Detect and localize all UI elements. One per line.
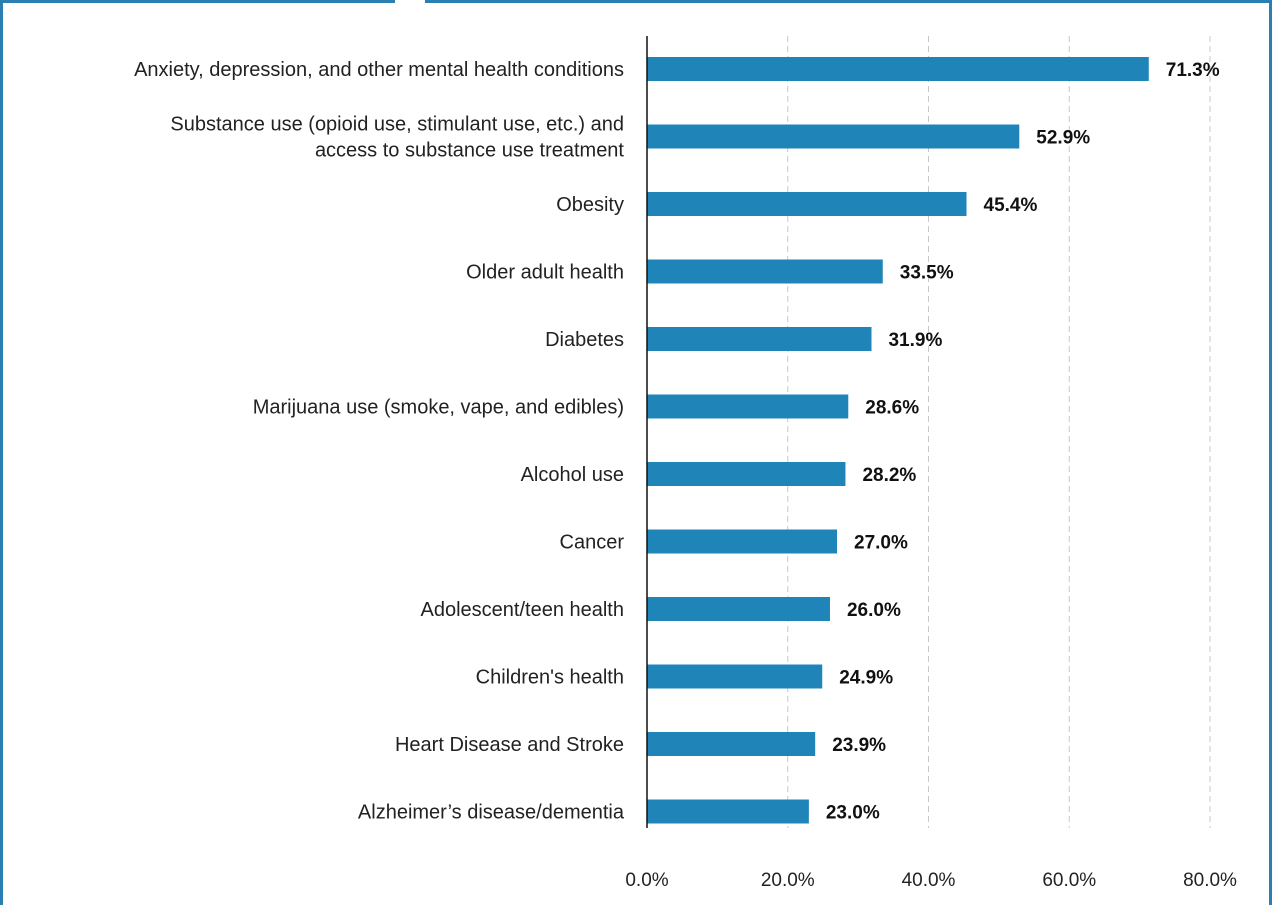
- bar: [647, 124, 1020, 149]
- category-label-line: Substance use (opioid use, stimulant use…: [170, 114, 624, 136]
- value-labels: 71.3% 52.9% 45.4% 33.5% 31.9% 28.6% 28.2% 27.0%…: [826, 60, 1220, 824]
- category-label: Alcohol use: [521, 464, 624, 486]
- bar: [647, 192, 967, 216]
- category-label-line: Adolescent/teen health: [421, 599, 625, 621]
- bar: [647, 664, 823, 689]
- category-label-line: Children's health: [476, 667, 624, 689]
- category-label: Alzheimer’s disease/dementia: [358, 802, 625, 824]
- bar: [647, 259, 883, 284]
- category-label-line: Diabetes: [545, 329, 624, 351]
- category-labels: Anxiety, depression, and other mental he…: [134, 59, 625, 824]
- category-label-line: Marijuana use (smoke, vape, and edibles): [253, 397, 624, 419]
- value-label: 24.9%: [839, 668, 893, 689]
- category-label: Obesity: [556, 194, 624, 216]
- value-label: 27.0%: [854, 533, 908, 554]
- category-label-line: access to substance use treatment: [315, 140, 624, 162]
- value-label: 23.0%: [826, 803, 880, 824]
- bar: [647, 597, 830, 621]
- category-label: Substance use (opioid use, stimulant use…: [170, 114, 624, 162]
- category-label-line: Heart Disease and Stroke: [395, 734, 624, 756]
- bar: [647, 327, 872, 351]
- category-label: Older adult health: [466, 262, 624, 284]
- category-label-line: Obesity: [556, 194, 624, 216]
- category-label-line: Alzheimer’s disease/dementia: [358, 802, 625, 824]
- gridlines: [787, 36, 1211, 828]
- x-tick-labels: 0.0% 20.0% 40.0% 60.0% 80.0%: [625, 870, 1237, 891]
- category-label: Heart Disease and Stroke: [395, 734, 624, 756]
- bar: [647, 394, 849, 419]
- bar: [647, 529, 838, 554]
- value-label: 28.2%: [862, 465, 916, 486]
- category-label: Diabetes: [545, 329, 624, 351]
- x-tick-label: 60.0%: [1042, 870, 1096, 891]
- bars: [647, 57, 1149, 824]
- value-label: 23.9%: [832, 735, 886, 756]
- bar: [647, 732, 816, 756]
- x-tick-label: 40.0%: [902, 870, 956, 891]
- value-label: 33.5%: [900, 263, 954, 284]
- category-label-line: Cancer: [560, 532, 625, 554]
- value-label: 52.9%: [1036, 128, 1090, 149]
- category-label: Cancer: [560, 532, 625, 554]
- bar: [647, 799, 809, 824]
- bar: [647, 462, 846, 486]
- category-label-line: Alcohol use: [521, 464, 624, 486]
- x-tick-label: 20.0%: [761, 870, 815, 891]
- frame-gap: [395, 0, 425, 4]
- value-label: 28.6%: [865, 398, 919, 419]
- category-label: Anxiety, depression, and other mental he…: [134, 59, 624, 81]
- value-label: 45.4%: [984, 195, 1038, 216]
- category-label: Marijuana use (smoke, vape, and edibles): [253, 397, 624, 419]
- category-label: Children's health: [476, 667, 624, 689]
- value-label: 26.0%: [847, 600, 901, 621]
- x-tick-label: 80.0%: [1183, 870, 1237, 891]
- value-label: 31.9%: [888, 330, 942, 351]
- value-label: 71.3%: [1166, 60, 1220, 81]
- category-label-line: Anxiety, depression, and other mental he…: [134, 59, 624, 81]
- bar: [647, 57, 1149, 81]
- x-tick-label: 0.0%: [625, 870, 668, 891]
- category-label: Adolescent/teen health: [421, 599, 625, 621]
- category-label-line: Older adult health: [466, 262, 624, 284]
